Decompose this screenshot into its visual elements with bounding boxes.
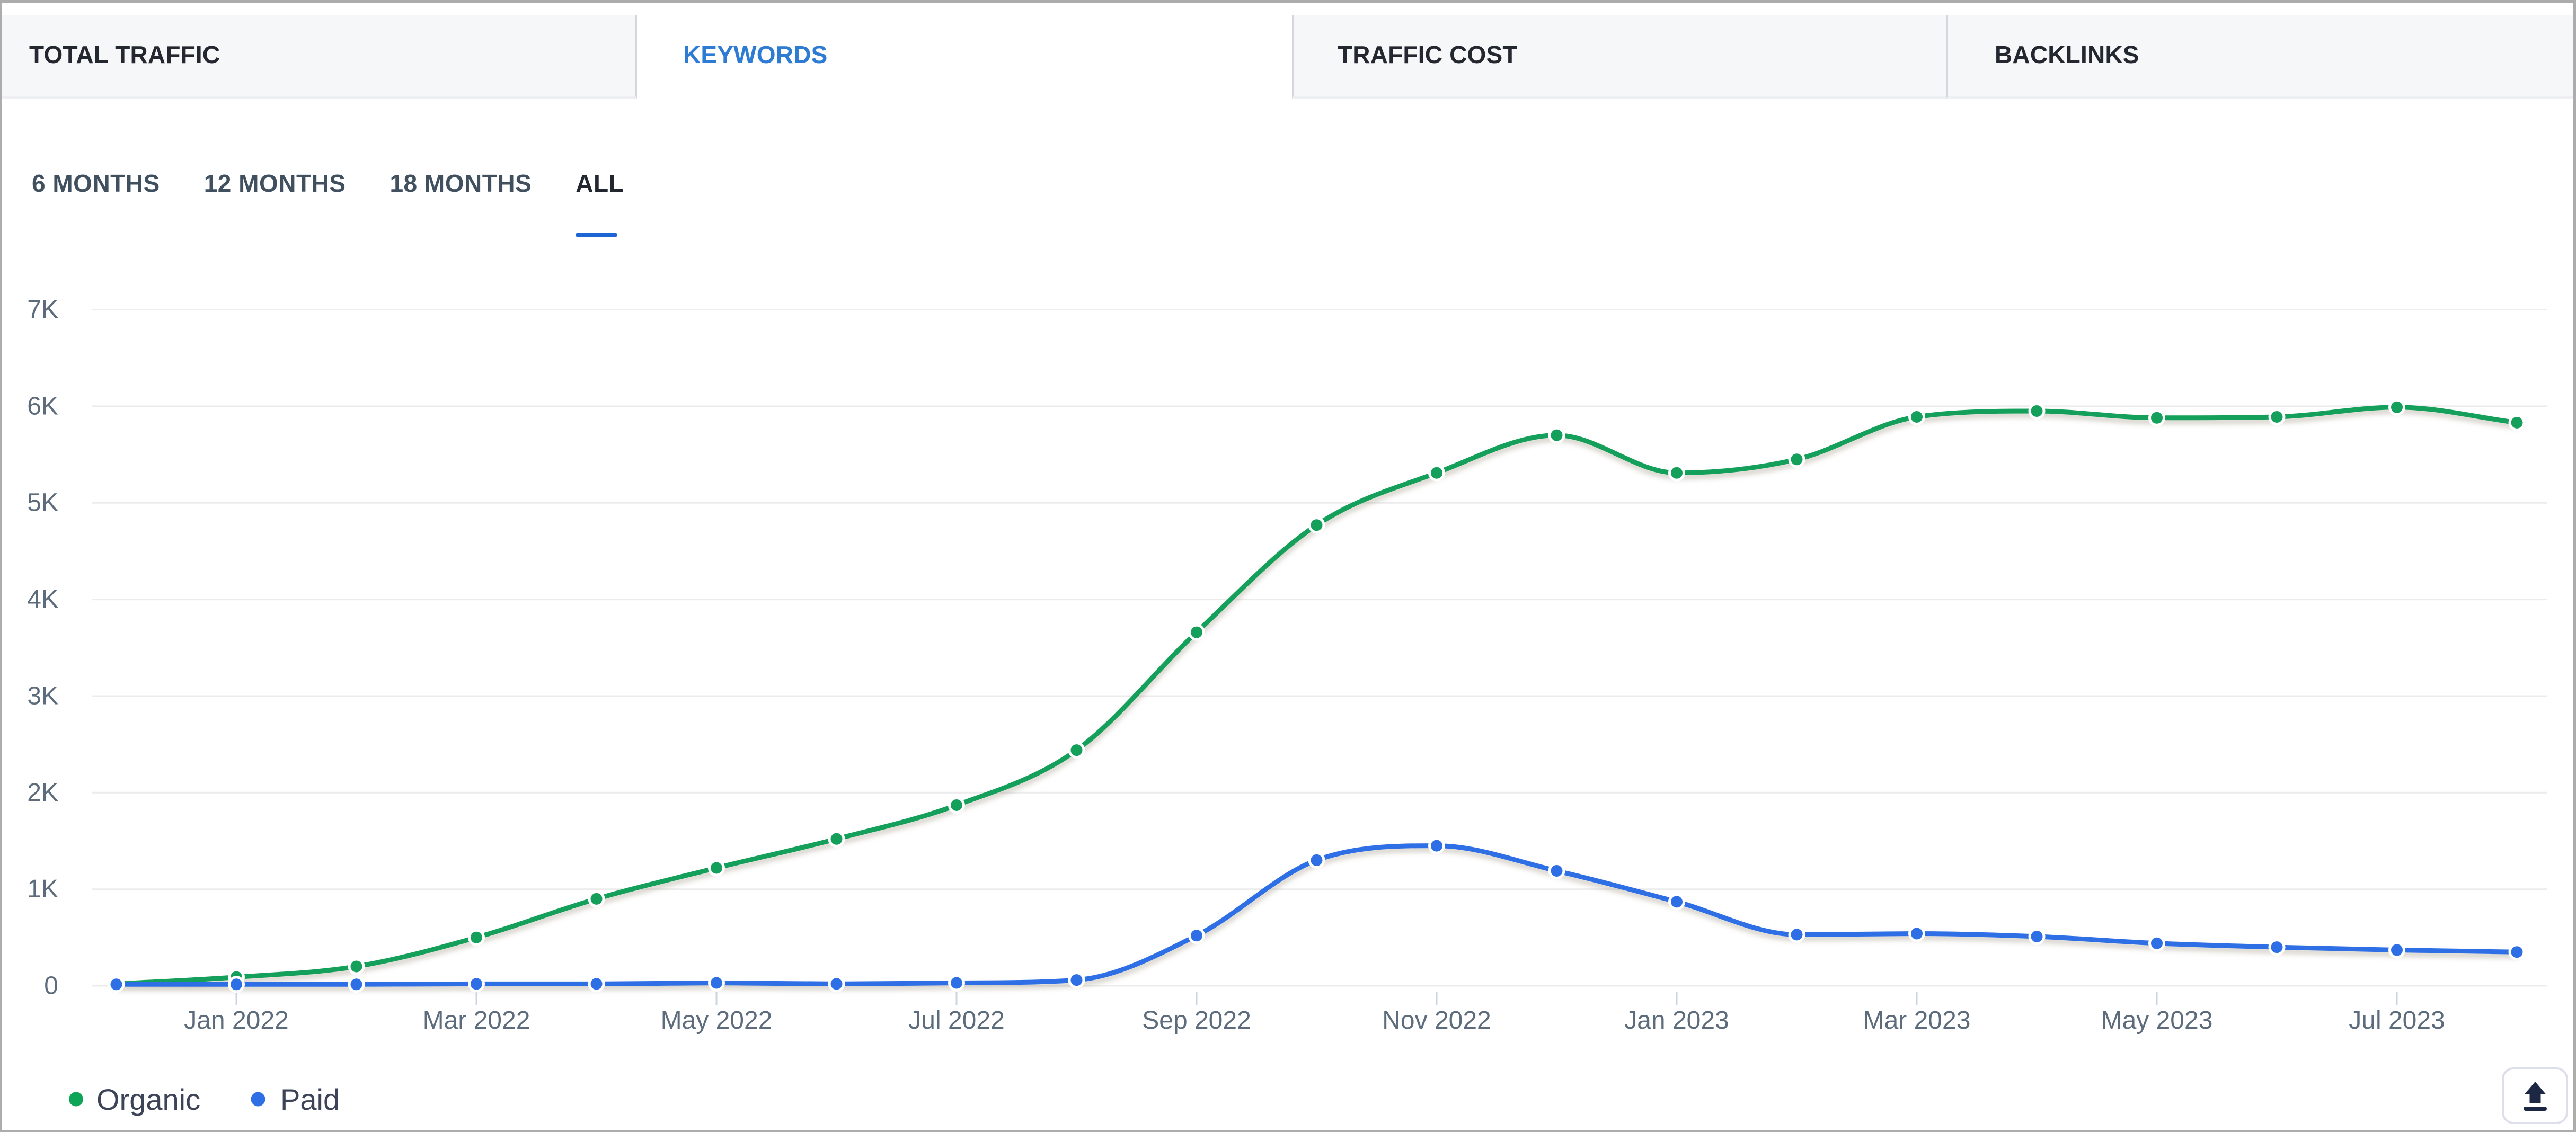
svg-text:Paid: Paid [280,1083,340,1116]
svg-text:May 2022: May 2022 [661,1006,773,1035]
svg-text:1K: 1K [27,875,58,903]
svg-text:5K: 5K [27,489,58,517]
svg-text:May 2023: May 2023 [2101,1006,2213,1035]
svg-text:2K: 2K [27,779,58,807]
svg-text:Mar 2023: Mar 2023 [1863,1006,1971,1035]
svg-text:Jan 2022: Jan 2022 [184,1006,289,1035]
svg-text:Mar 2022: Mar 2022 [423,1006,530,1035]
svg-text:7K: 7K [27,296,58,324]
svg-text:6K: 6K [27,392,58,420]
svg-text:Jan 2023: Jan 2023 [1624,1006,1729,1035]
svg-text:0: 0 [44,972,58,1000]
svg-text:Sep 2022: Sep 2022 [1142,1006,1251,1035]
svg-text:3K: 3K [27,682,58,710]
svg-text:4K: 4K [27,585,58,613]
svg-text:Organic: Organic [96,1083,200,1116]
svg-text:Jul 2022: Jul 2022 [908,1006,1004,1035]
svg-text:Nov 2022: Nov 2022 [1382,1006,1491,1035]
svg-text:Jul 2023: Jul 2023 [2349,1006,2445,1035]
